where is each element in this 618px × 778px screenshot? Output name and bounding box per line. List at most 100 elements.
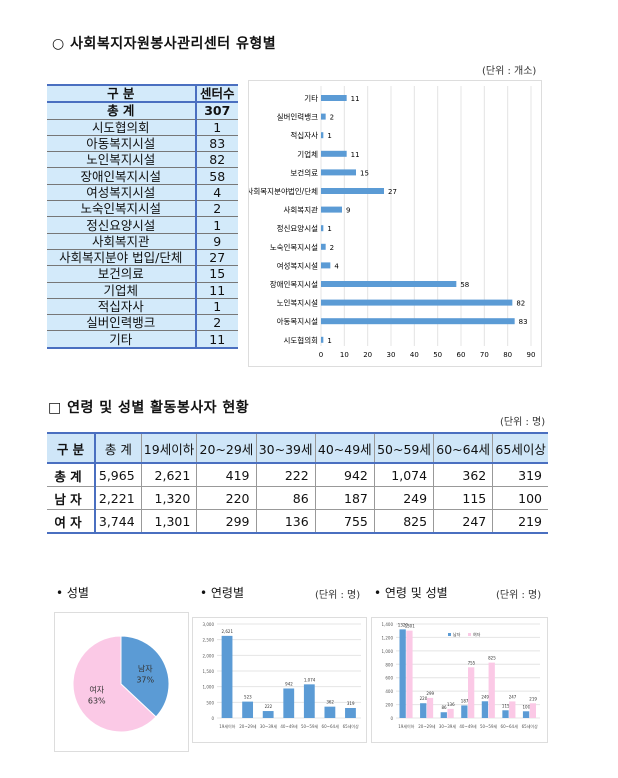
x-tick-label: 60~64세	[322, 723, 340, 729]
bar	[440, 712, 447, 718]
row-category: 정신요양시설	[47, 216, 197, 234]
category-label: 적십자사	[290, 130, 318, 140]
row-label: 남 자	[47, 486, 96, 510]
data-label: 247	[509, 694, 517, 699]
cell-value: 362	[433, 463, 493, 487]
cell-value: 219	[492, 509, 548, 534]
data-label: 220	[420, 696, 428, 701]
bar	[399, 629, 406, 718]
data-label: 1301	[405, 624, 416, 629]
slice-value: 63%	[88, 696, 106, 705]
y-tick-label: 400	[385, 689, 393, 694]
data-label: 83	[519, 318, 528, 326]
bar	[321, 132, 324, 139]
y-tick-label: 1,500	[203, 669, 215, 674]
x-tick-label: 40	[410, 351, 419, 359]
cell-value: 419	[196, 463, 257, 487]
cell-value: 299	[196, 509, 257, 534]
table-row: 장애인복지시설 58	[47, 167, 238, 185]
data-label: 82	[516, 300, 525, 308]
table-row: 남 자 2,221 1,320 220 86 187 249 115 100	[47, 486, 548, 510]
table-row: 여 자 3,744 1,301 299 136 755 825 247 219	[47, 509, 548, 534]
category-label: 정신요양시설	[277, 223, 318, 233]
category-label: 여성복지시설	[277, 260, 318, 270]
slice-label: 여자	[89, 684, 104, 694]
column-header: 30~39세	[255, 433, 316, 464]
y-tick-label: 600	[385, 676, 393, 681]
bar	[321, 318, 515, 325]
data-label: 187	[461, 698, 469, 703]
bar	[321, 336, 324, 343]
row-count: 27	[195, 249, 238, 267]
category-label: 보건의료	[290, 167, 318, 177]
row-category: 시도협의회	[47, 119, 197, 136]
cell-value: 100	[492, 486, 548, 510]
bar	[303, 684, 315, 718]
cell-value: 187	[314, 486, 375, 510]
category-label: 노숙인복지시설	[270, 242, 318, 252]
y-tick-label: 200	[385, 703, 393, 708]
bar	[242, 701, 254, 718]
x-tick-label: 20	[363, 351, 372, 359]
cell-value: 1,074	[373, 463, 434, 487]
center-type-bar-chart: 0 10 20 30 40 50 60 70 80 90 기타 11 실버인력뱅크 2 적십자사 1 기업체 11…	[246, 80, 542, 367]
bar	[221, 635, 233, 718]
gender-pie-chart: 남자 37% 여자 63%	[54, 612, 189, 752]
table-row: 총 계 5,965 2,621 419 222 942 1,074 362 319	[47, 463, 548, 487]
bar	[420, 703, 427, 718]
cell-value: 2,621	[140, 463, 197, 487]
x-tick-label: 60	[457, 351, 466, 359]
table-row: 사회복지관 9	[47, 233, 238, 250]
bar	[321, 169, 356, 176]
category-label: 노인복지시설	[277, 298, 318, 308]
row-count: 1	[195, 119, 238, 136]
x-tick-label: 10	[340, 351, 349, 359]
data-label: 1	[327, 132, 331, 140]
column-header: 65세이상	[492, 433, 548, 464]
cell-value: 3,744	[94, 509, 142, 534]
cell-value: 319	[492, 463, 548, 487]
cell-value: 942	[314, 463, 375, 487]
table-row: 사회복지분야 법입/단체 27	[47, 249, 238, 267]
data-label: 115	[502, 703, 510, 708]
column-header: 구 분	[47, 433, 96, 464]
row-label: 총 계	[47, 463, 96, 487]
y-tick-label: 0	[390, 716, 393, 721]
row-category: 사회복지관	[47, 233, 197, 250]
data-label: 299	[426, 691, 434, 696]
row-category: 사회복지분야 법입/단체	[47, 249, 197, 267]
table-row: 시도협의회 1	[47, 119, 238, 136]
section1-unit: (단위 : 개소)	[482, 66, 537, 77]
category-label: 사회복지관	[284, 205, 319, 215]
total-value: 307	[195, 102, 238, 120]
legend-label: 여자	[473, 631, 481, 637]
cell-value: 86	[255, 486, 316, 510]
data-label: 15	[360, 169, 369, 177]
y-tick-label: 1,200	[382, 635, 394, 640]
category-label: 실버인력뱅크	[277, 112, 318, 122]
x-tick-label: 20~29세	[239, 723, 257, 729]
bar	[426, 697, 434, 718]
bar	[262, 711, 274, 718]
header-count: 센터수	[195, 85, 238, 104]
total-label: 총 계	[47, 102, 197, 120]
bar	[522, 711, 530, 718]
x-tick-label: 30	[387, 351, 396, 359]
row-count: 83	[195, 135, 238, 153]
category-label: 장애인복지시설	[270, 279, 318, 289]
row-count: 4	[195, 184, 238, 202]
x-tick-label: 70	[480, 351, 489, 359]
data-label: 27	[388, 188, 397, 196]
cell-value: 115	[433, 486, 493, 510]
x-tick-label: 40~49세	[280, 723, 298, 729]
y-tick-label: 1,000	[203, 685, 215, 690]
table-row: 기타 11	[47, 330, 238, 349]
x-tick-label: 65세이상	[522, 723, 538, 729]
x-tick-label: 19세이하	[219, 723, 235, 729]
x-tick-label: 60~64세	[501, 723, 519, 729]
bar	[502, 710, 509, 718]
bar	[324, 706, 336, 718]
legend-swatch	[448, 633, 451, 636]
data-label: 1	[327, 337, 331, 345]
cell-value: 249	[373, 486, 434, 510]
